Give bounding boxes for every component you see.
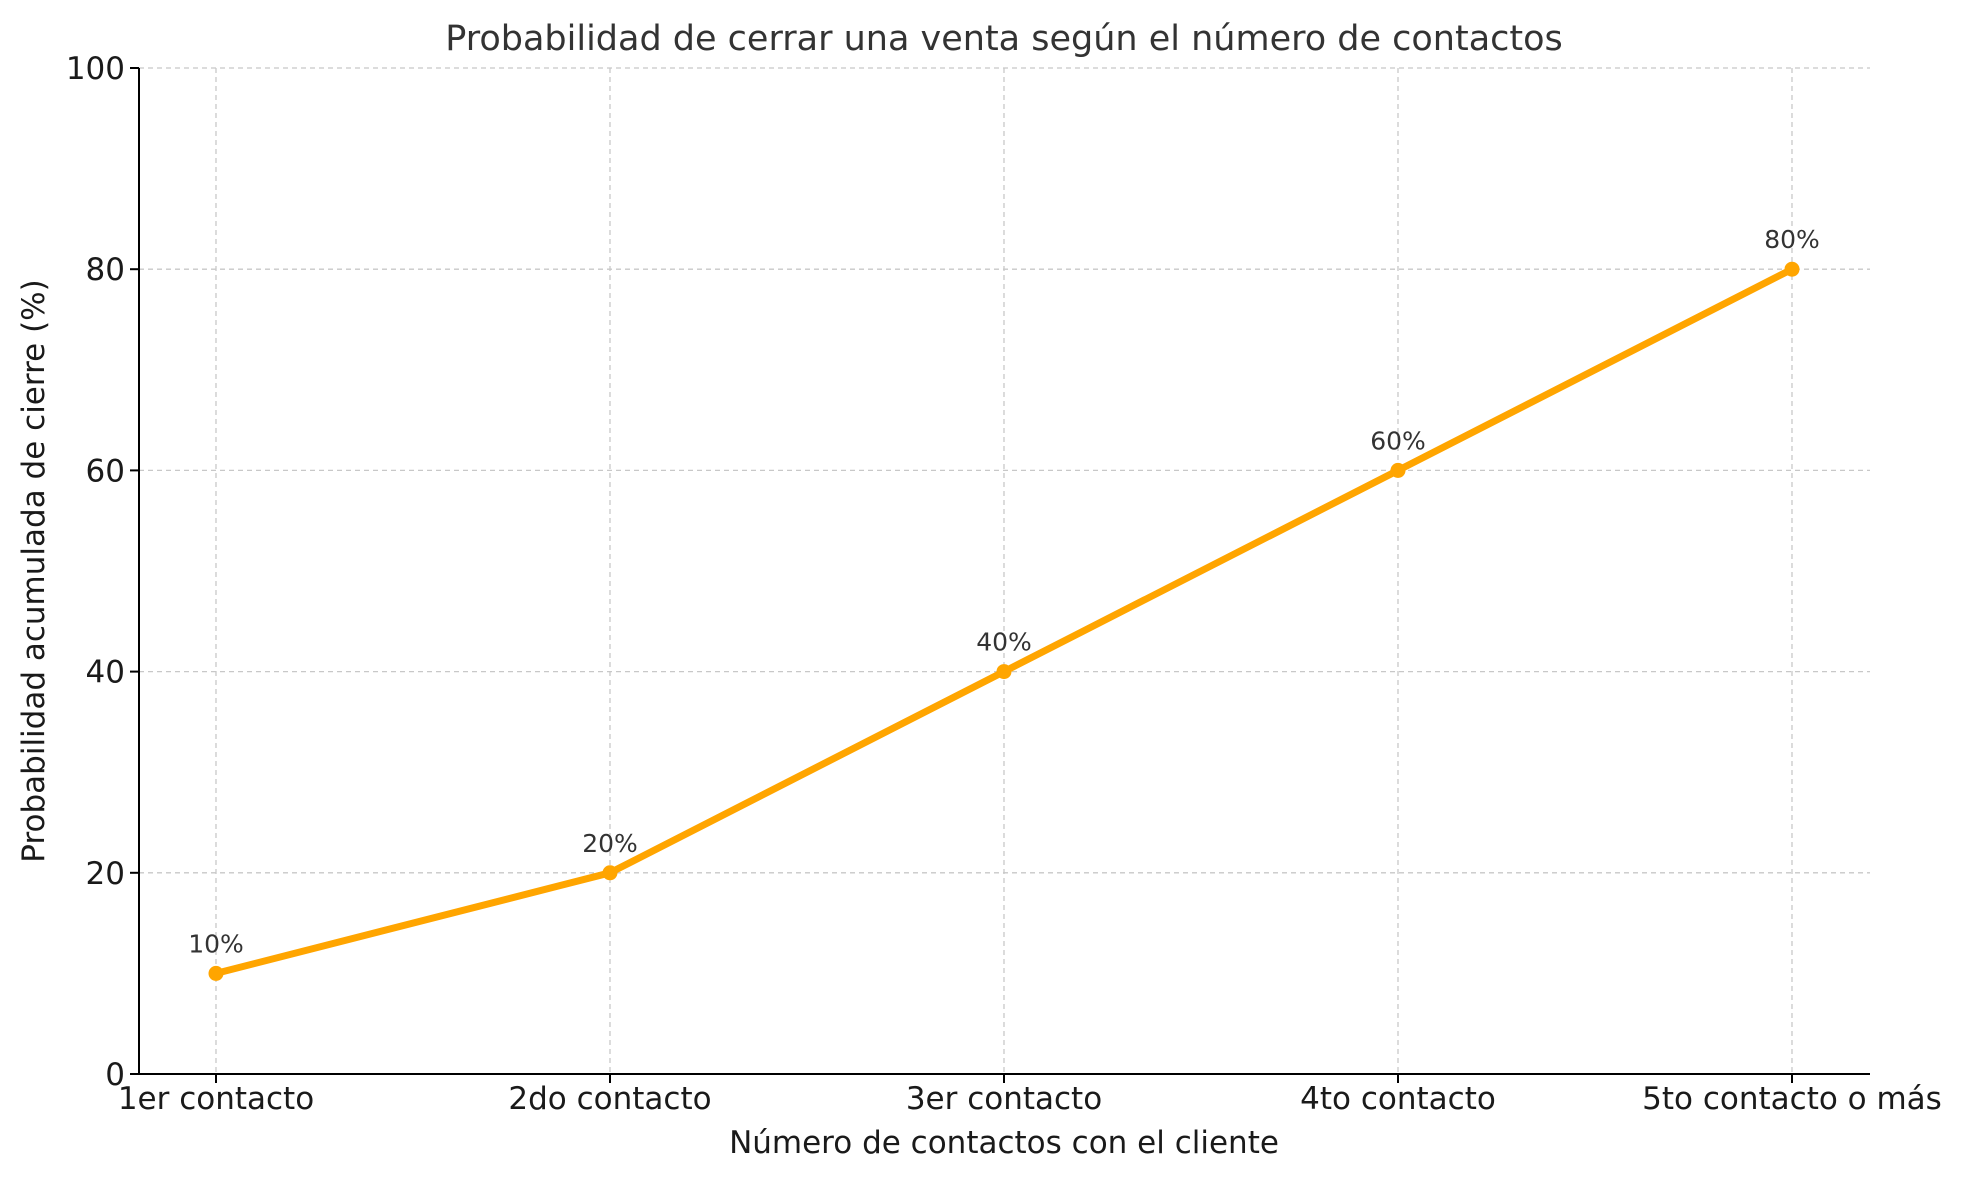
x-tick-label: 2do contacto: [508, 1081, 711, 1117]
data-point-marker: [996, 664, 1012, 680]
y-tick-label: 40: [86, 655, 125, 691]
x-tick-label: 1er contacto: [118, 1081, 314, 1117]
data-point-label: 20%: [582, 829, 638, 858]
data-point-marker: [208, 965, 224, 981]
x-tick-label: 3er contacto: [906, 1081, 1102, 1117]
data-point-label: 80%: [1764, 225, 1820, 254]
x-axis-title: Número de contactos con el cliente: [729, 1125, 1279, 1161]
y-axis-title: Probabilidad acumulada de cierre (%): [16, 279, 52, 862]
grid-lines: [139, 67, 1870, 1074]
chart-title: Probabilidad de cerrar una venta según e…: [445, 19, 1563, 59]
x-tick-label: 4to contacto: [1300, 1081, 1496, 1117]
data-point-marker: [602, 865, 618, 881]
data-point-label: 10%: [188, 929, 244, 958]
data-labels: 10% 20% 40% 60% 80%: [188, 225, 1820, 958]
series-line: [208, 261, 1800, 981]
axis-ticks: 0 20 40 60 80 100 1er contacto 2do contacto 3er …: [66, 51, 1942, 1117]
y-tick-label: 100: [66, 51, 125, 87]
data-point-marker: [1390, 462, 1406, 478]
data-point-marker: [1784, 261, 1800, 277]
data-point-label: 60%: [1370, 426, 1426, 455]
y-tick-label: 0: [105, 1057, 125, 1093]
x-tick-label: 5to contacto o más: [1642, 1081, 1942, 1117]
y-tick-label: 60: [86, 453, 125, 489]
y-tick-label: 20: [86, 856, 125, 892]
data-point-label: 40%: [976, 628, 1032, 657]
y-tick-label: 80: [86, 252, 125, 288]
